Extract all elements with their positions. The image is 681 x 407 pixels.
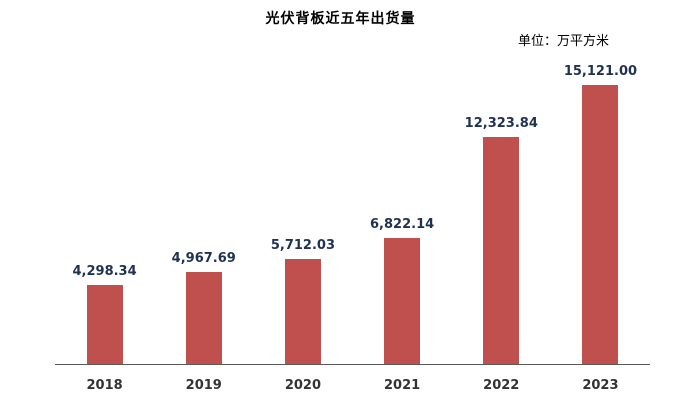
bar-group: 12,323.84 — [452, 116, 551, 364]
bar-value-label: 4,298.34 — [72, 264, 137, 279]
bar-group: 5,712.03 — [253, 238, 352, 364]
x-axis-tick-label: 2018 — [86, 378, 123, 393]
bar — [284, 259, 321, 364]
bar — [582, 85, 619, 364]
bar — [483, 137, 520, 364]
unit-label: 单位：万平方米 — [517, 34, 609, 49]
x-axis-tick-label: 2021 — [384, 378, 421, 393]
bar-group: 6,822.14 — [353, 217, 452, 364]
x-axis-tick-label: 2022 — [483, 378, 520, 393]
x-axis-labels: 2018 2019 2020 2021 2022 2023 — [55, 378, 650, 393]
bar-value-label: 5,712.03 — [270, 238, 335, 253]
chart-title: 光伏背板近五年出货量 — [265, 11, 416, 27]
bar-value-label: 12,323.84 — [464, 116, 538, 131]
plot-area: 4,298.34 4,967.69 5,712.03 6,822.14 12,323.8… — [55, 60, 650, 365]
bar-value-label: 4,967.69 — [171, 251, 236, 266]
bar — [384, 238, 421, 364]
x-axis-tick-label: 2019 — [185, 378, 222, 393]
x-axis-tick-label: 2023 — [582, 378, 619, 393]
bar — [185, 272, 222, 364]
bar-value-label: 15,121.00 — [563, 64, 638, 79]
bar — [86, 285, 123, 364]
bar-group: 4,298.34 — [55, 264, 154, 364]
x-axis-tick-label: 2020 — [284, 378, 322, 393]
bar-group: 4,967.69 — [154, 251, 253, 364]
bar-value-label: 6,822.14 — [370, 217, 435, 232]
bar-group: 15,121.00 — [551, 64, 650, 364]
